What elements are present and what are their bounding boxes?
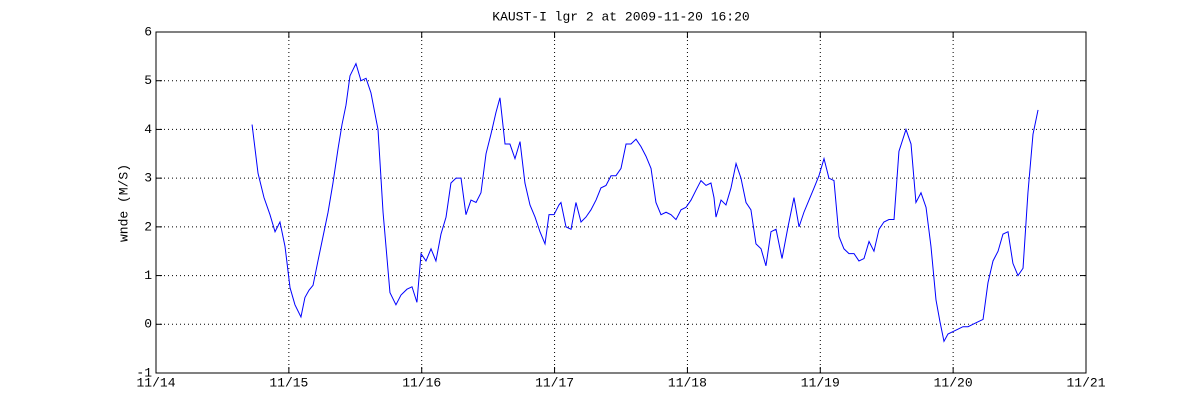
y-tick-label: 6 xyxy=(144,24,152,39)
data-line xyxy=(251,62,1039,343)
x-tick-label: 11/17 xyxy=(535,375,574,390)
x-tick-label: 11/19 xyxy=(801,375,840,390)
x-tick-label: 11/21 xyxy=(1066,375,1105,390)
y-tick-label: 4 xyxy=(144,122,152,137)
y-tick-label: 3 xyxy=(144,171,152,186)
y-tick-label: 0 xyxy=(144,317,152,332)
y-tick-label: 1 xyxy=(144,268,152,283)
y-tick-label: -1 xyxy=(136,365,152,380)
y-tick-label: 5 xyxy=(144,73,152,88)
y-tick-label: 2 xyxy=(144,219,152,234)
y-axis-label: wnde (M/S) xyxy=(116,164,131,242)
x-tick-label: 11/18 xyxy=(668,375,707,390)
x-tick-label: 11/20 xyxy=(934,375,973,390)
x-tick-label: 11/15 xyxy=(269,375,308,390)
x-tick-label: 11/14 xyxy=(136,375,175,390)
chart-title: KAUST-I lgr 2 at 2009-11-20 16:20 xyxy=(492,9,749,24)
x-tick-label: 11/16 xyxy=(402,375,441,390)
plot-frame xyxy=(155,31,1087,374)
